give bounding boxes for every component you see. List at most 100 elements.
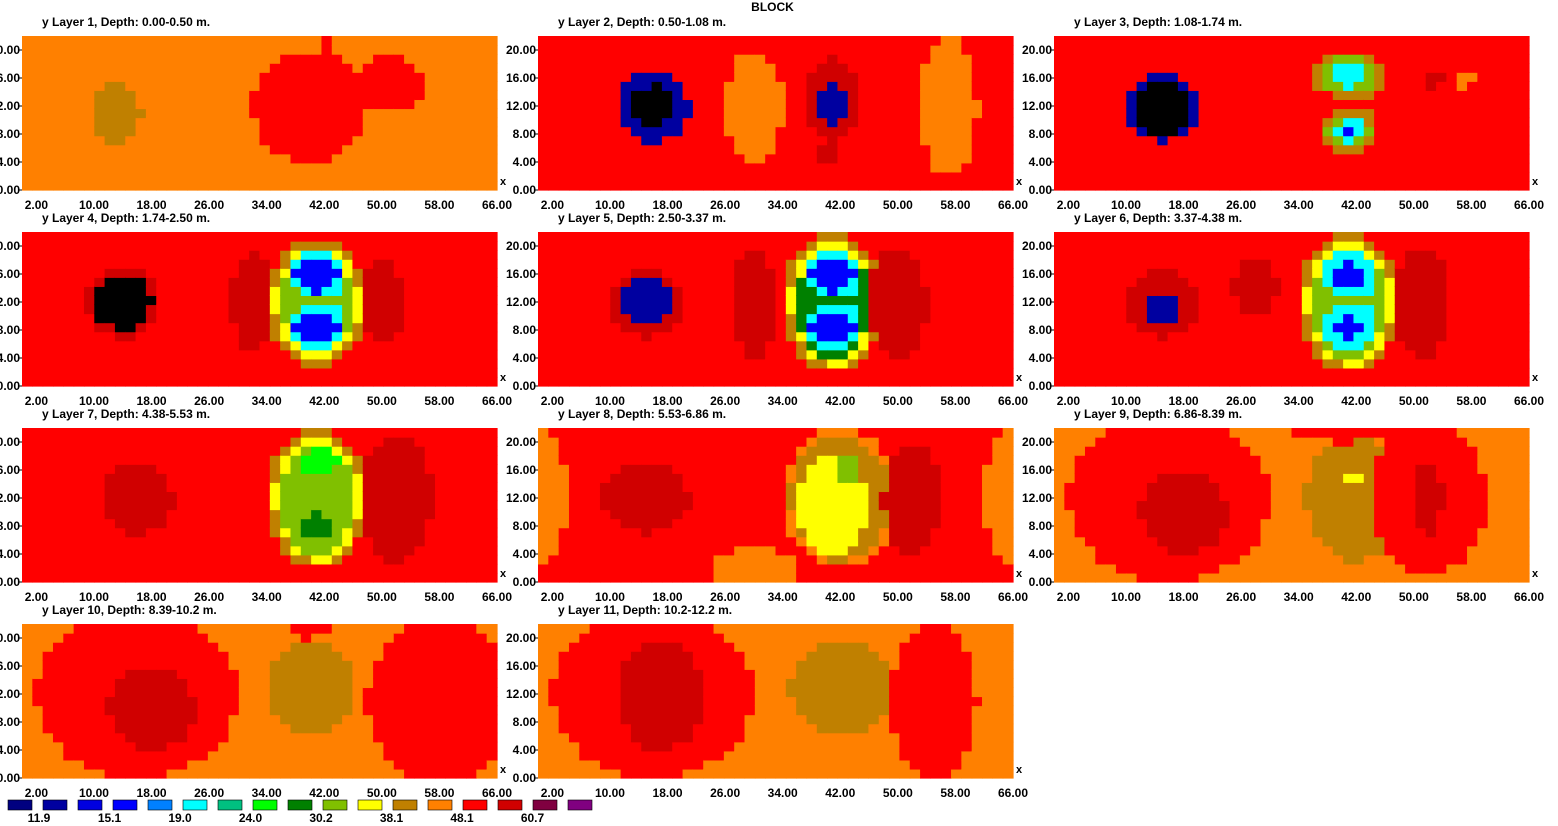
heat-cell bbox=[1177, 358, 1189, 369]
heat-cell bbox=[445, 144, 457, 155]
heat-cell bbox=[682, 277, 694, 287]
heat-cell bbox=[837, 180, 849, 191]
heat-cell bbox=[1239, 250, 1251, 260]
heat-cell bbox=[971, 63, 983, 73]
heat-cell bbox=[1508, 250, 1520, 260]
heat-cell bbox=[321, 367, 333, 378]
heat-cell bbox=[1281, 153, 1293, 164]
heat-cell bbox=[73, 446, 85, 456]
heat-cell bbox=[1177, 126, 1189, 137]
heat-cell bbox=[909, 171, 921, 182]
heat-cell bbox=[1146, 63, 1158, 73]
heat-cell bbox=[744, 117, 756, 128]
heat-cell bbox=[22, 545, 33, 556]
heat-cell bbox=[1157, 72, 1169, 82]
heat-cell bbox=[713, 358, 725, 369]
heat-cell bbox=[218, 286, 230, 297]
heat-cell bbox=[1239, 117, 1251, 128]
heat-cell bbox=[754, 135, 766, 146]
heat-cell bbox=[455, 90, 467, 101]
heat-cell bbox=[331, 259, 343, 269]
heat-cell bbox=[930, 349, 942, 360]
heat-cell bbox=[249, 90, 261, 101]
layer-panel: y Layer 4, Depth: 1.74-2.50 m.0.004.008.… bbox=[0, 211, 512, 408]
heat-cell bbox=[899, 232, 911, 242]
heat-cell bbox=[1281, 250, 1293, 260]
heat-cell bbox=[765, 126, 777, 137]
heat-cell bbox=[373, 367, 385, 378]
heat-cell bbox=[1446, 376, 1458, 387]
heat-cell bbox=[1219, 153, 1231, 164]
heat-cell bbox=[538, 90, 549, 101]
heat-cell bbox=[1105, 277, 1117, 287]
heat-cell bbox=[1405, 126, 1417, 137]
heat-cell bbox=[73, 545, 85, 556]
heat-cell bbox=[672, 171, 684, 182]
heat-cell bbox=[630, 162, 642, 173]
heat-cell bbox=[692, 358, 704, 369]
heat-cell bbox=[1136, 268, 1148, 278]
heat-cell bbox=[63, 500, 75, 511]
heat-cell bbox=[610, 331, 622, 342]
heat-cell bbox=[331, 349, 343, 360]
y-tick-label: 4.00 bbox=[0, 155, 20, 169]
heat-cell bbox=[1260, 171, 1272, 182]
heat-cell bbox=[992, 295, 1004, 306]
heat-cell bbox=[1425, 295, 1437, 306]
heat-cell bbox=[558, 313, 570, 324]
heat-cell bbox=[176, 54, 188, 64]
heat-cell bbox=[1467, 367, 1478, 378]
heat-cell bbox=[827, 313, 839, 324]
heat-cell bbox=[548, 126, 560, 137]
heat-cell bbox=[858, 286, 870, 297]
heat-cell bbox=[754, 99, 766, 110]
heat-cell bbox=[796, 322, 808, 333]
heat-cell bbox=[1239, 99, 1251, 110]
heat-cell bbox=[930, 241, 942, 251]
heat-cell bbox=[1270, 349, 1282, 360]
heat-cell bbox=[52, 81, 64, 91]
heat-cell bbox=[455, 135, 467, 146]
heat-cell bbox=[775, 81, 787, 91]
heat-cell bbox=[22, 518, 33, 529]
heat-cell bbox=[383, 322, 395, 333]
heat-cell bbox=[290, 45, 302, 55]
heat-cell bbox=[1095, 54, 1107, 64]
heat-cell bbox=[930, 54, 942, 64]
heat-cell bbox=[930, 108, 942, 119]
heat-cell bbox=[1105, 367, 1117, 378]
heat-cell bbox=[362, 117, 374, 128]
heat-cell bbox=[971, 250, 983, 260]
heat-cell bbox=[1177, 313, 1189, 324]
x-tick-label: 42.00 bbox=[825, 394, 855, 408]
heat-cell bbox=[1157, 108, 1169, 119]
heat-cell bbox=[125, 108, 137, 119]
heat-cell bbox=[486, 250, 498, 260]
heat-cell bbox=[651, 304, 663, 315]
heat-cell bbox=[1146, 99, 1158, 110]
heat-cell bbox=[961, 313, 973, 324]
heat-cell bbox=[971, 277, 983, 287]
heat-cell bbox=[909, 54, 921, 64]
heat-cell bbox=[1219, 232, 1231, 242]
heat-cell bbox=[1115, 162, 1127, 173]
heat-cell bbox=[156, 241, 168, 251]
heat-cell bbox=[940, 349, 952, 360]
heat-cell bbox=[393, 36, 405, 46]
heat-cell bbox=[651, 349, 663, 360]
heat-cell bbox=[1291, 286, 1303, 297]
heat-cell bbox=[816, 313, 828, 324]
heat-cell bbox=[156, 313, 168, 324]
heat-cell bbox=[599, 286, 611, 297]
heat-cell bbox=[331, 90, 343, 101]
heat-cell bbox=[455, 286, 467, 297]
heat-cell bbox=[435, 277, 446, 287]
heat-cell bbox=[207, 180, 219, 191]
heat-cell bbox=[1177, 250, 1189, 260]
heat-cell bbox=[806, 376, 818, 387]
heat-cell bbox=[63, 349, 75, 360]
heat-cell bbox=[961, 63, 973, 73]
heat-cell bbox=[620, 171, 632, 182]
heat-cell bbox=[166, 153, 178, 164]
heat-cell bbox=[1281, 135, 1293, 146]
